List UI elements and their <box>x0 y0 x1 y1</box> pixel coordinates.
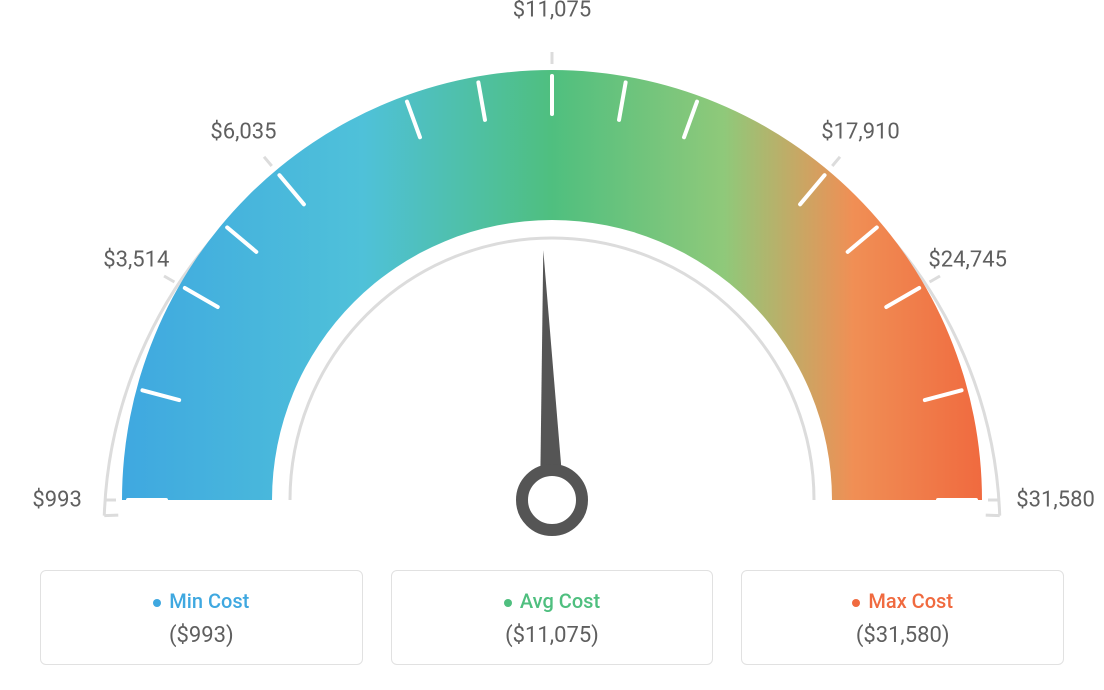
dot-icon <box>852 599 860 607</box>
card-title: Avg Cost <box>402 589 703 613</box>
gauge-tick-label: $31,580 <box>1016 488 1095 513</box>
card-label: Max Cost <box>868 589 953 613</box>
dot-icon <box>153 599 161 607</box>
card-title: Max Cost <box>752 589 1053 613</box>
card-min-cost: Min Cost ($993) <box>40 570 363 665</box>
dot-icon <box>504 599 512 607</box>
gauge-tick-label: $993 <box>32 488 81 513</box>
gauge-tick-label: $11,075 <box>513 0 592 23</box>
card-title: Min Cost <box>51 589 352 613</box>
gauge-svg <box>0 0 1104 560</box>
gauge-tick-label: $24,745 <box>928 248 1007 273</box>
card-label: Min Cost <box>169 589 249 613</box>
card-label: Avg Cost <box>520 589 600 613</box>
card-value: ($11,075) <box>402 623 703 648</box>
gauge-tick-label: $6,035 <box>210 120 276 145</box>
card-max-cost: Max Cost ($31,580) <box>741 570 1064 665</box>
card-avg-cost: Avg Cost ($11,075) <box>391 570 714 665</box>
chart-container: $993 $3,514 $6,035 $11,075 $17,910 $24,745 $31… <box>0 0 1104 690</box>
card-value: ($993) <box>51 623 352 648</box>
card-value: ($31,580) <box>752 623 1053 648</box>
gauge-tick-label: $17,910 <box>821 120 900 145</box>
summary-cards: Min Cost ($993) Avg Cost ($11,075) Max C… <box>40 570 1064 665</box>
gauge: $993 $3,514 $6,035 $11,075 $17,910 $24,745 $31… <box>0 0 1104 560</box>
gauge-tick-label: $3,514 <box>103 248 169 273</box>
